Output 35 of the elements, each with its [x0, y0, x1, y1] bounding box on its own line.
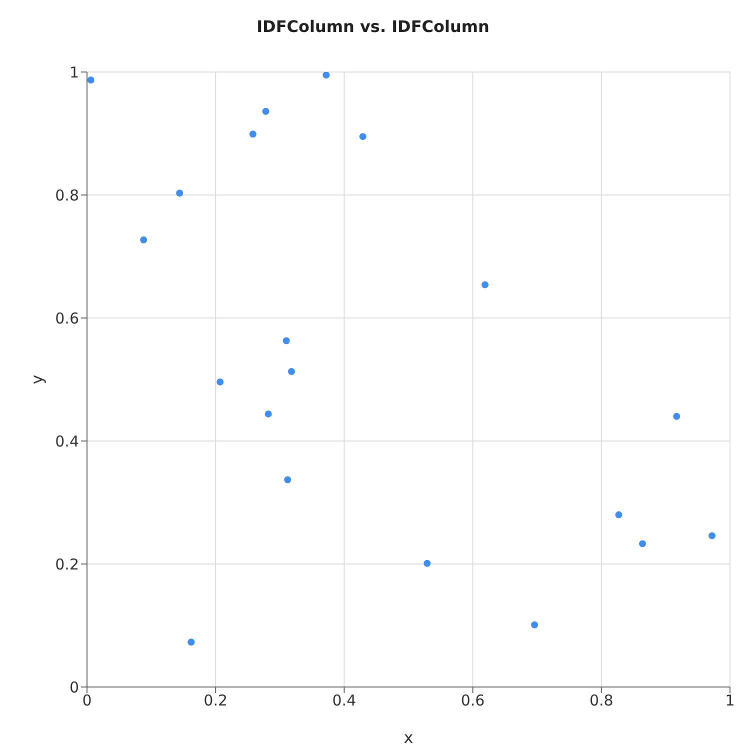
point	[531, 621, 538, 628]
point	[140, 236, 148, 244]
point	[288, 368, 295, 376]
point	[282, 337, 290, 344]
point	[615, 511, 622, 518]
y-axis-title: y	[28, 374, 47, 384]
point	[216, 378, 224, 386]
x-tick-label: 1	[725, 692, 735, 710]
point	[249, 130, 256, 138]
y-tick-label: 1	[69, 63, 79, 82]
point	[188, 638, 195, 646]
point	[284, 476, 292, 484]
x-tick-label: 0.8	[589, 692, 614, 710]
x-tick-label: 0.4	[332, 692, 356, 710]
point	[708, 532, 716, 540]
y-tick-label: 0.2	[55, 555, 79, 574]
y-tick-label: 0.4	[55, 432, 79, 450]
x-tick-label: 0	[82, 692, 92, 710]
point	[424, 560, 431, 567]
y-tick-label: 0.6	[55, 309, 79, 328]
point	[264, 410, 272, 418]
y-tick-label: 0	[69, 678, 79, 696]
point	[176, 190, 184, 197]
point	[673, 412, 680, 420]
point	[87, 76, 94, 84]
point	[262, 108, 270, 115]
point	[639, 540, 646, 548]
point	[322, 72, 330, 79]
y-tick-label: 0.8	[55, 186, 79, 204]
x-tick-label: 0.6	[460, 692, 485, 710]
x-axis-title: x	[404, 728, 414, 747]
point	[359, 133, 366, 140]
x-tick-label: 0.2	[204, 692, 228, 710]
chart-title: IDFColumn vs. IDFColumn	[256, 16, 490, 38]
point	[482, 281, 489, 288]
